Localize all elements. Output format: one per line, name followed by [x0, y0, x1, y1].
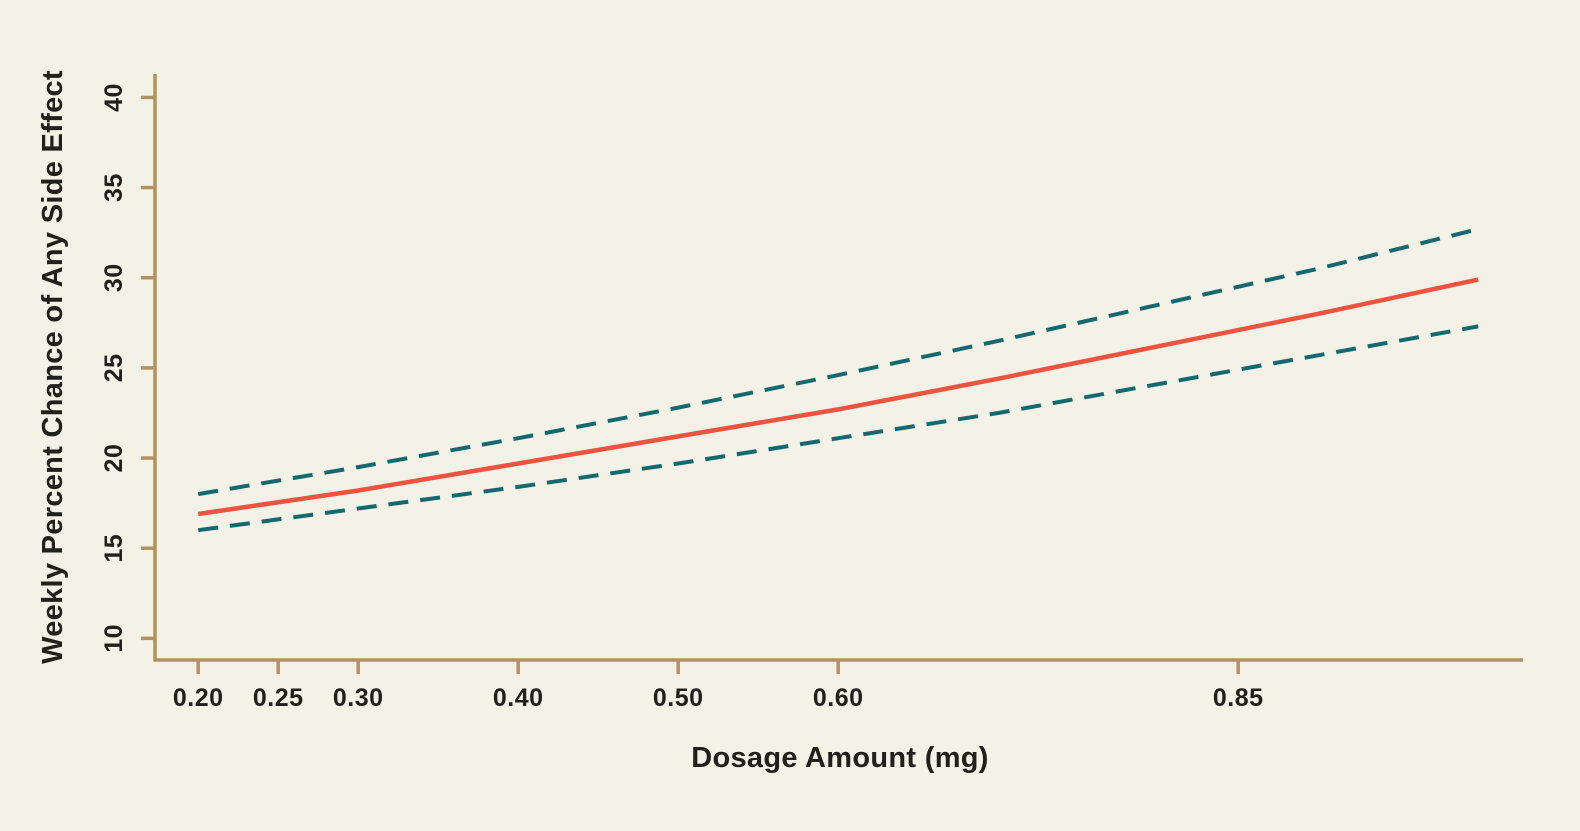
y-tick-label: 15 [100, 534, 128, 563]
y-axis-title: Weekly Percent Chance of Any Side Effect [37, 70, 69, 664]
series-lower-confidence-bound-line [197, 324, 1479, 533]
y-tick-label: 10 [100, 624, 128, 653]
x-tick-label: 0.60 [813, 684, 864, 712]
series-estimate-line [197, 277, 1479, 517]
x-axis-title: Dosage Amount (mg) [691, 742, 989, 774]
series-upper-confidence-bound-line [197, 227, 1479, 497]
x-tick-label: 0.30 [333, 684, 384, 712]
x-tick-label: 0.20 [173, 684, 224, 712]
x-tick-label: 0.40 [493, 684, 544, 712]
data-series [197, 227, 1479, 533]
axis-ticks: 10 15 20 25 30 35 40 0.20 0.25 0.30 0.40 0.50 0.60 0.… [100, 83, 1264, 712]
x-tick-label: 0.50 [653, 684, 704, 712]
y-tick-label: 20 [100, 444, 128, 473]
y-tick-label: 30 [100, 263, 128, 292]
y-tick-label: 25 [100, 353, 128, 382]
y-tick-label: 35 [100, 173, 128, 202]
axis-spine [153, 74, 1523, 662]
x-tick-label: 0.85 [1213, 684, 1264, 712]
axes [153, 74, 1523, 662]
x-tick-label: 0.25 [253, 684, 304, 712]
y-tick-label: 40 [100, 83, 128, 112]
